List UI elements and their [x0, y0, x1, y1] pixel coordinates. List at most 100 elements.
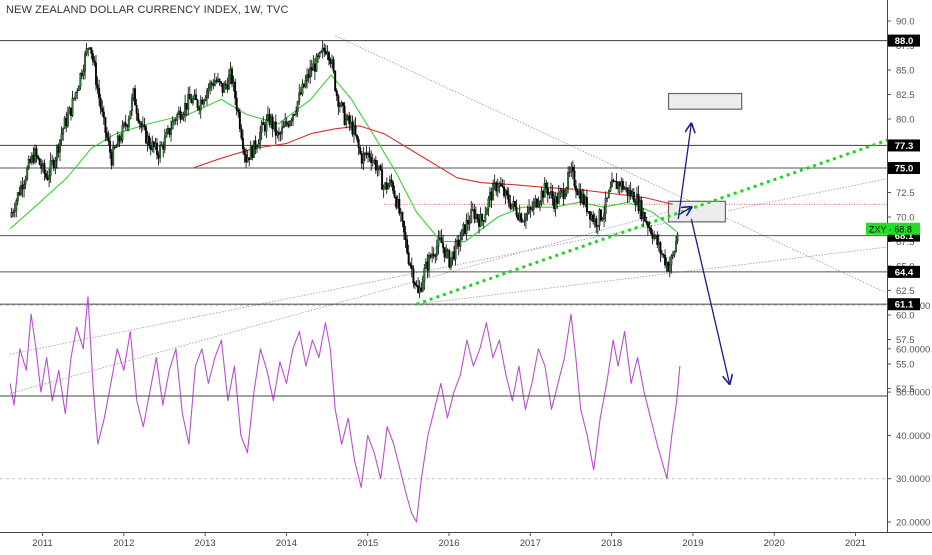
candle-body: [368, 152, 371, 158]
candle-body: [604, 197, 607, 214]
candle-body: [654, 235, 657, 237]
candle-body: [215, 80, 218, 82]
candle-body: [276, 132, 279, 136]
candle-body: [10, 212, 13, 218]
candle-body: [184, 103, 187, 115]
candle-body: [670, 255, 673, 265]
candle-body: [304, 80, 307, 88]
candle-body: [595, 218, 598, 228]
candle-body: [287, 123, 290, 127]
candle-body: [382, 186, 385, 190]
candle-body: [40, 164, 43, 169]
candle-body: [288, 121, 291, 127]
level-tag: [888, 162, 920, 174]
candle-body: [79, 73, 82, 87]
candle-body: [281, 127, 283, 134]
candle-body: [323, 47, 326, 52]
candle-body: [331, 59, 334, 65]
candle-body: [417, 285, 420, 294]
candle-body: [152, 141, 155, 148]
candle-body: [548, 192, 551, 195]
rsi-pane: [0, 296, 887, 523]
candle-body: [271, 116, 274, 130]
candle-body: [510, 204, 513, 209]
candle-body: [74, 92, 77, 99]
candle-body: [409, 263, 412, 266]
candle-body: [449, 257, 452, 268]
candle-body: [343, 105, 346, 125]
candle-body: [177, 110, 180, 115]
candle-body: [590, 214, 593, 220]
candle-body: [534, 198, 537, 203]
candle-body: [54, 160, 57, 169]
candle-body: [412, 268, 415, 283]
candle-body: [529, 207, 532, 210]
candle-body: [335, 90, 338, 96]
candle-body: [196, 99, 199, 108]
candle-body: [21, 185, 24, 190]
candle-body: [165, 132, 168, 138]
candle-body: [428, 255, 430, 271]
trendline: [416, 246, 887, 305]
candle-body: [543, 182, 546, 198]
candle-body: [238, 112, 241, 129]
candle-body: [51, 160, 54, 162]
candle-body: [348, 115, 351, 125]
trendline: [9, 206, 685, 394]
candle-body: [321, 47, 324, 52]
candle-body: [124, 122, 127, 126]
candle-body: [340, 102, 343, 107]
candle-body: [634, 201, 637, 205]
candle-body: [351, 121, 354, 135]
candle-body: [593, 218, 596, 223]
candle-body: [650, 227, 652, 234]
candle-body: [170, 128, 172, 135]
candle-body: [596, 225, 599, 228]
candle-body: [384, 182, 387, 188]
candle-body: [356, 134, 359, 140]
candle-body: [426, 261, 429, 271]
xtick-label: 2013: [195, 538, 216, 549]
candle-body: [490, 191, 493, 201]
candle-body: [302, 83, 305, 88]
candle-body: [631, 191, 634, 197]
candle-body: [34, 148, 36, 163]
candle-body: [362, 153, 365, 164]
candle-body: [421, 281, 424, 292]
price-ytick-label: 70.0: [896, 213, 915, 224]
candle-body: [357, 139, 360, 148]
rsi-line: [9, 296, 681, 523]
price-ytick-label: 55.0: [896, 360, 915, 371]
candle-body: [207, 87, 210, 91]
candle-body: [476, 214, 479, 220]
candle-body: [665, 262, 668, 266]
candle-body: [73, 97, 76, 99]
candle-body: [675, 240, 677, 252]
candle-body: [274, 121, 277, 136]
candle-body: [231, 68, 233, 85]
candle-body: [612, 179, 615, 182]
candle-body: [625, 187, 627, 189]
candle-body: [130, 97, 133, 112]
chart-title: NEW ZEALAND DOLLAR CURRENCY INDEX, 1W, T…: [6, 4, 289, 16]
candle-body: [176, 114, 179, 121]
price-ytick-label: 52.5: [896, 384, 915, 395]
candle-body: [209, 82, 212, 89]
candle-body: [443, 247, 446, 258]
candle-body: [664, 255, 667, 266]
candle-body: [66, 114, 69, 127]
candle-body: [406, 239, 409, 253]
candle-body: [528, 207, 531, 213]
candle-body: [632, 191, 635, 203]
candle-body: [306, 74, 309, 81]
candle-body: [93, 60, 96, 64]
candle-body: [199, 99, 202, 111]
candle-body: [515, 206, 518, 216]
candle-body: [576, 190, 579, 195]
candle-body: [262, 122, 265, 125]
candle-body: [132, 88, 135, 98]
price-ytick-label: 60.0: [896, 311, 915, 322]
xtick-label: 2018: [601, 538, 622, 549]
candle-body: [257, 143, 260, 147]
candle-body: [542, 190, 545, 198]
